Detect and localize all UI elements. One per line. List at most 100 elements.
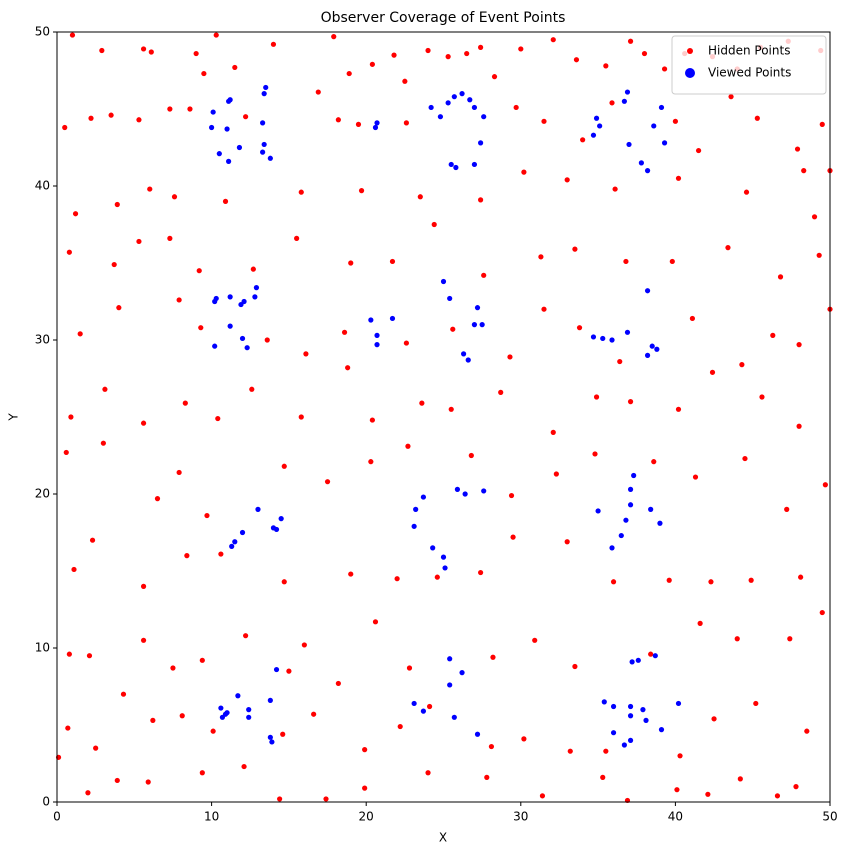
point	[609, 545, 615, 551]
point	[669, 258, 675, 265]
point	[648, 651, 654, 657]
point	[136, 238, 142, 245]
point	[478, 569, 484, 576]
point	[442, 565, 448, 571]
point	[355, 121, 362, 127]
point	[116, 305, 122, 311]
point	[136, 117, 142, 123]
point	[147, 186, 153, 192]
point	[742, 455, 748, 462]
point	[471, 104, 478, 111]
point	[66, 249, 72, 255]
point	[89, 537, 96, 543]
point	[227, 97, 233, 103]
point	[405, 443, 411, 449]
point	[335, 680, 341, 687]
point	[609, 100, 615, 106]
point	[743, 189, 750, 195]
point	[374, 342, 380, 348]
point	[623, 517, 629, 523]
x-axis-label: X	[439, 831, 447, 845]
point	[253, 285, 260, 291]
point	[277, 796, 283, 802]
point	[358, 188, 365, 194]
point	[72, 211, 79, 217]
point	[241, 763, 247, 770]
point	[454, 486, 461, 492]
point	[618, 532, 624, 539]
point	[434, 574, 440, 580]
point	[770, 332, 776, 338]
point	[426, 703, 433, 710]
point	[609, 337, 615, 343]
point	[796, 423, 802, 429]
point	[428, 104, 434, 111]
point	[550, 37, 556, 43]
point	[471, 161, 478, 168]
point	[303, 351, 309, 357]
point	[627, 502, 634, 508]
point	[348, 260, 354, 266]
point	[389, 258, 396, 265]
point	[249, 386, 255, 392]
point	[811, 214, 818, 220]
point	[460, 351, 467, 357]
point	[362, 785, 368, 791]
point	[411, 700, 417, 707]
point	[243, 633, 249, 639]
point	[624, 329, 631, 335]
point	[600, 335, 606, 342]
point	[627, 38, 634, 44]
point	[451, 94, 457, 100]
point	[658, 727, 665, 733]
point	[281, 579, 287, 585]
point	[621, 742, 627, 748]
y-tick-label: 0	[42, 795, 50, 809]
point	[63, 449, 69, 456]
point	[229, 543, 235, 549]
point	[218, 551, 224, 557]
x-tick-label: 10	[204, 810, 219, 824]
point	[447, 295, 453, 302]
point	[86, 653, 93, 659]
point	[451, 714, 457, 720]
point	[369, 417, 375, 423]
point	[273, 666, 280, 673]
point	[69, 32, 76, 38]
series-points	[55, 32, 833, 804]
point	[210, 728, 216, 734]
point	[255, 506, 261, 512]
chart-title: Observer Coverage of Event Points	[321, 10, 566, 26]
point	[100, 440, 106, 446]
point	[459, 670, 465, 676]
point	[362, 747, 368, 753]
point	[465, 357, 471, 363]
point	[572, 246, 578, 252]
point	[368, 317, 374, 323]
point	[215, 415, 221, 422]
point	[108, 112, 114, 118]
point	[403, 120, 409, 126]
point	[481, 272, 487, 278]
point	[644, 352, 651, 358]
point	[280, 731, 286, 737]
point	[728, 94, 734, 100]
point	[627, 399, 634, 405]
point	[658, 104, 665, 111]
point	[734, 636, 740, 642]
point	[431, 221, 437, 228]
point	[85, 790, 91, 796]
point	[236, 144, 243, 151]
point	[590, 132, 597, 138]
point	[521, 169, 527, 175]
point	[261, 141, 267, 148]
point	[71, 566, 77, 573]
point	[204, 512, 210, 519]
point	[553, 471, 559, 477]
point	[564, 539, 570, 545]
point	[167, 235, 173, 241]
point	[593, 394, 600, 400]
x-tick-label: 0	[53, 810, 61, 824]
point	[709, 369, 716, 375]
